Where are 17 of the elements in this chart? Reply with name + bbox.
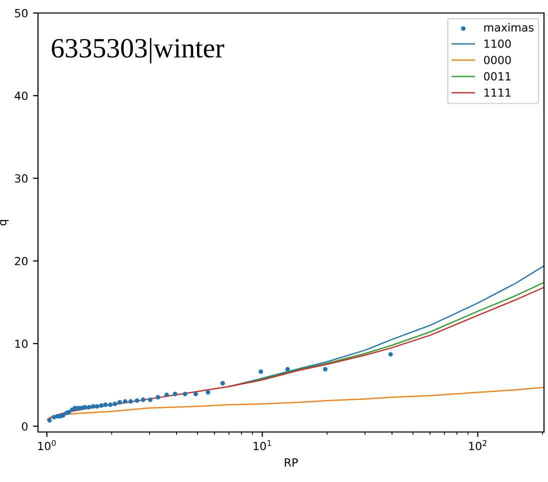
x-tick-label: 10$^{0}$ [38,440,56,450]
x-tick-label: 10$^{2}$ [469,440,486,450]
legend-label: 1111 [484,88,511,97]
y-tick-label: 50 [14,8,28,18]
legend-label: 0011 [484,72,511,81]
y-axis-title: q [0,220,9,226]
y-tick-label: 10 [15,340,28,348]
legend-label: maximas [484,23,534,32]
legend-label: 0000 [484,56,511,64]
annotation: 6335303|winter [52,38,224,64]
y-tick-label: 20 [14,256,28,266]
y-tick-label: 30 [14,174,28,183]
y-tick-label: 0 [22,422,28,431]
legend-label: 1100 [484,40,511,48]
y-tick-label: 40 [14,92,28,100]
x-axis-title: RP [284,458,298,466]
x-tick-label: 10$^{1}$ [254,440,271,450]
